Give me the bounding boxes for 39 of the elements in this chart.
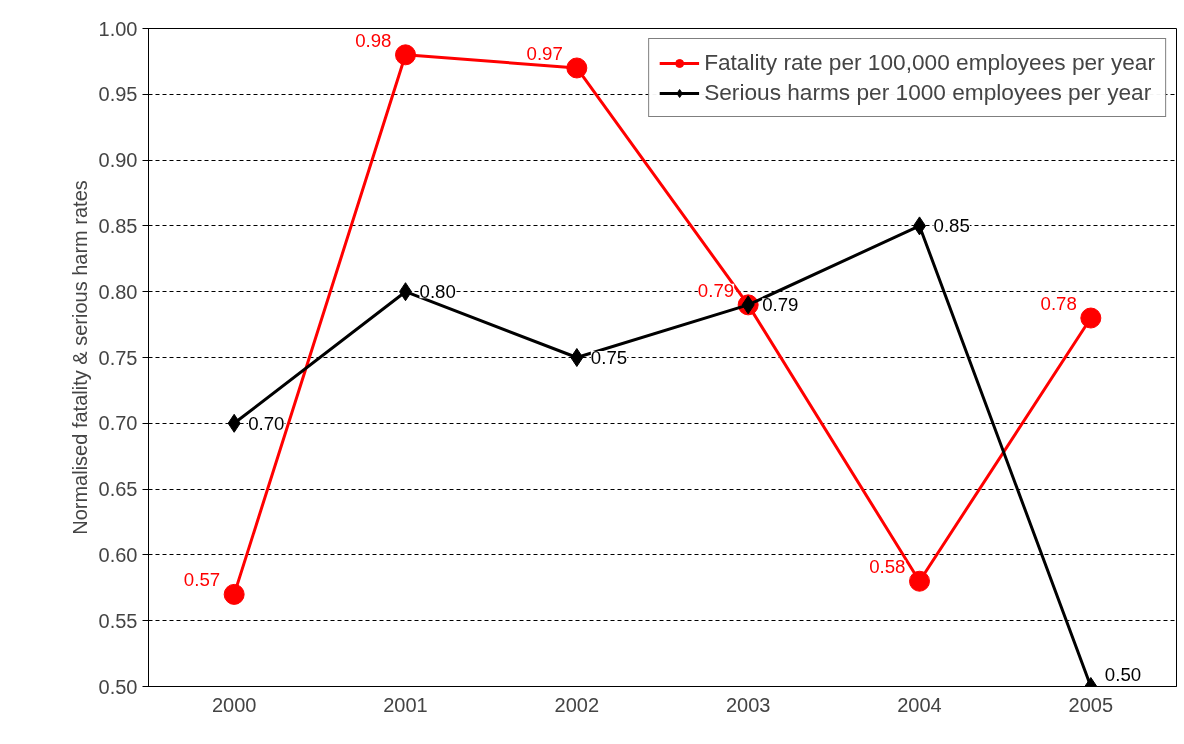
x-tick-label: 2001 — [383, 693, 428, 716]
point — [1080, 307, 1102, 329]
y-tick-label: 1.00 — [98, 17, 138, 40]
x-tick-label: 2003 — [725, 693, 771, 716]
y-tick-label: 0.75 — [98, 346, 138, 369]
data-label: 0.50 — [1104, 663, 1142, 685]
y-tick-label: 0.95 — [98, 83, 138, 106]
data-label: 0.70 — [248, 412, 285, 434]
x-tick-label: 2000 — [211, 693, 257, 716]
point — [909, 570, 930, 592]
point — [227, 413, 241, 433]
data-label: 0.58 — [869, 556, 906, 578]
legend-label: Serious harms per 1000 employees per year — [704, 79, 1152, 106]
x-tick-label: 2002 — [554, 693, 600, 716]
point — [566, 57, 588, 79]
y-tick-label: 0.80 — [98, 280, 138, 303]
data-label: 0.98 — [355, 29, 392, 51]
data-label: 0.78 — [1040, 293, 1077, 315]
y-tick-label: 0.70 — [98, 412, 138, 435]
data-label: 0.85 — [933, 215, 970, 237]
data-label: 0.75 — [590, 347, 628, 368]
data-label: 0.57 — [183, 569, 221, 591]
legend-label: Fatality rate per 100,000 employees per year — [704, 49, 1155, 76]
x-tick-label: 2004 — [897, 693, 942, 716]
y-tick-label: 0.65 — [98, 478, 138, 501]
data-label: 0.80 — [419, 281, 456, 303]
y-tick-label: 0.90 — [98, 149, 138, 172]
point — [395, 44, 416, 66]
data-label: 0.97 — [526, 42, 563, 64]
point — [570, 348, 584, 367]
x-tick-label: 2005 — [1068, 693, 1114, 716]
y-tick-label: 0.60 — [98, 543, 138, 566]
y-tick-label: 0.85 — [98, 214, 138, 237]
data-label: 0.79 — [762, 294, 799, 316]
y-tick-label: 0.50 — [98, 675, 138, 698]
y-tick-label: 0.55 — [98, 609, 138, 632]
y-axis-title: Normalised fatality & serious harm rates — [68, 180, 91, 535]
point — [223, 583, 245, 605]
data-label: 0.79 — [697, 279, 735, 301]
